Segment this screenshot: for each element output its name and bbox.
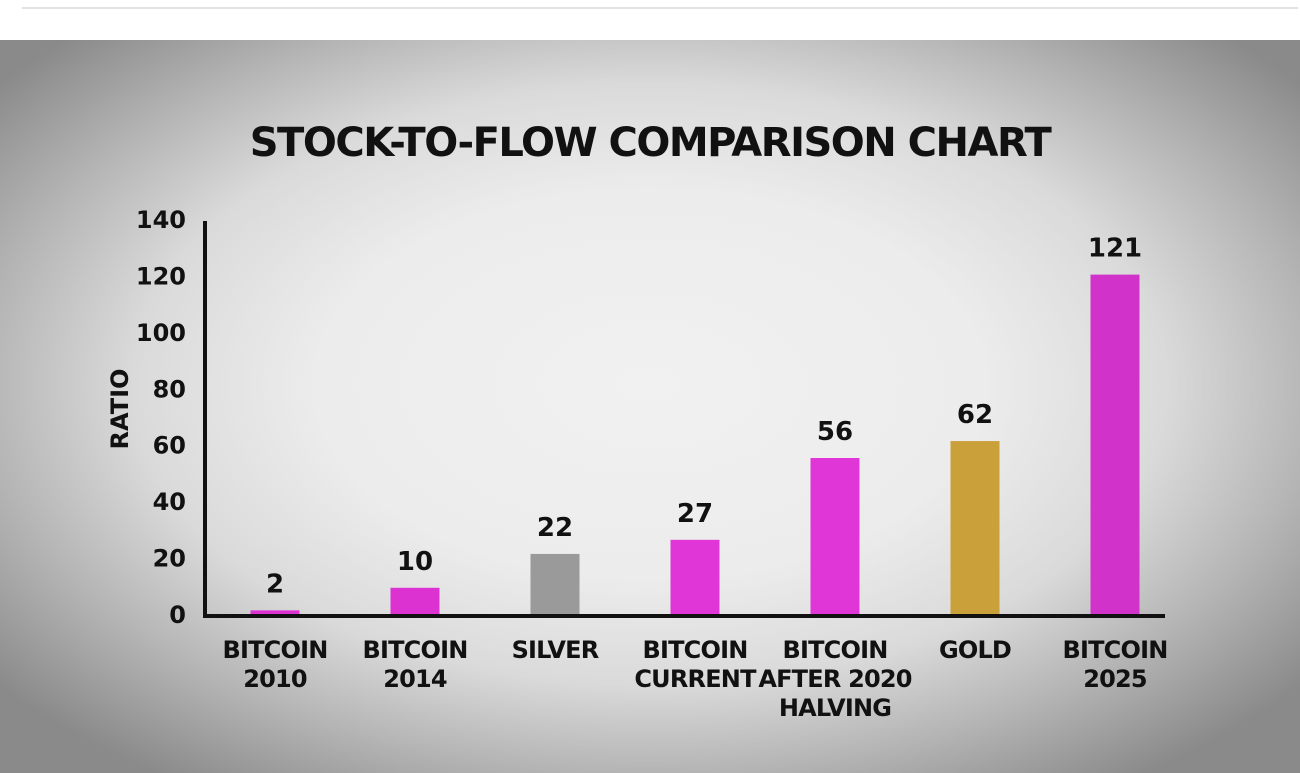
y-tick-label: 0 xyxy=(169,601,186,629)
x-tick-label-line: BITCOIN xyxy=(642,636,747,664)
y-tick-label: 120 xyxy=(136,262,186,290)
data-labels: 2 10 22 27 56 62 121 xyxy=(266,234,1142,600)
bar xyxy=(1090,274,1140,616)
x-tick-label: BITCOIN 2014 xyxy=(362,636,467,693)
data-label: 22 xyxy=(537,513,573,543)
x-tick-label-line: BITCOIN xyxy=(1062,636,1167,664)
y-tick-label: 100 xyxy=(136,319,186,347)
y-tick-label: 60 xyxy=(153,432,186,460)
bar xyxy=(810,458,860,616)
x-tick-label-line: HALVING xyxy=(779,694,891,722)
data-label: 10 xyxy=(397,547,433,577)
data-label: 27 xyxy=(677,499,713,529)
y-tick-label: 20 xyxy=(153,545,186,573)
y-tick-label: 80 xyxy=(153,375,186,403)
chart-panel: STOCK-TO-FLOW COMPARISON CHART 0 20 40 60 80… xyxy=(0,40,1300,773)
data-label: 121 xyxy=(1088,234,1142,264)
y-tick-label: 140 xyxy=(136,206,186,234)
x-tick-label: BITCOIN AFTER 2020 HALVING xyxy=(758,636,911,722)
x-tick-label: BITCOIN 2025 xyxy=(1062,636,1167,693)
x-tick-label: GOLD xyxy=(939,636,1011,664)
x-tick-label: SILVER xyxy=(512,636,599,664)
y-tick-label: 40 xyxy=(153,488,186,516)
y-axis-ticks: 0 20 40 60 80 100 120 140 xyxy=(136,206,186,629)
x-tick-label-line: GOLD xyxy=(939,636,1011,664)
x-tick-label-line: CURRENT xyxy=(634,665,757,693)
x-tick-label-line: BITCOIN xyxy=(362,636,467,664)
x-tick-label-line: 2014 xyxy=(383,665,447,693)
data-label: 62 xyxy=(957,400,993,430)
bar xyxy=(250,610,300,616)
y-axis-label: RATIO xyxy=(106,369,134,450)
chart-title: STOCK-TO-FLOW COMPARISON CHART xyxy=(249,120,1052,166)
x-tick-label-line: AFTER 2020 xyxy=(758,665,911,693)
x-tick-label-line: BITCOIN xyxy=(222,636,327,664)
x-tick-label-line: BITCOIN xyxy=(782,636,887,664)
top-divider xyxy=(22,7,1298,9)
data-label: 2 xyxy=(266,569,284,599)
x-tick-label-line: SILVER xyxy=(512,636,599,664)
bar xyxy=(950,441,1000,616)
x-tick-label: BITCOIN 2010 xyxy=(222,636,327,693)
x-tick-label-line: 2025 xyxy=(1083,665,1147,693)
bar xyxy=(670,539,720,616)
x-tick-label-line: 2010 xyxy=(243,665,307,693)
bar xyxy=(530,553,580,616)
bars xyxy=(250,274,1140,616)
bar xyxy=(390,587,440,616)
data-label: 56 xyxy=(817,417,853,447)
x-tick-label: BITCOIN CURRENT xyxy=(634,636,757,693)
